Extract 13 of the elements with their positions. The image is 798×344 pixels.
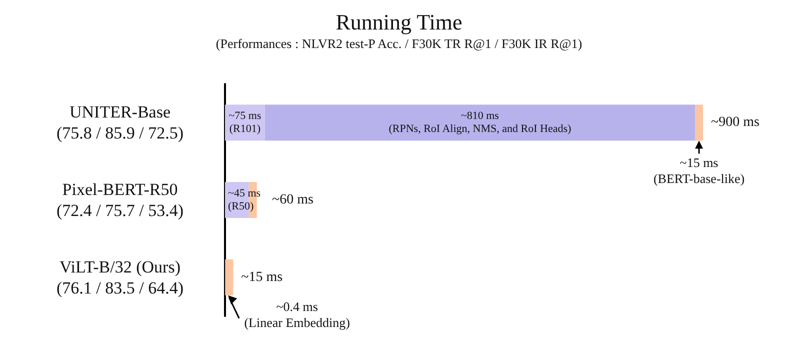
annotation: ~15 ms (BERT-base-like) — [653, 155, 745, 186]
y-tick-label: Pixel-BERT-R50 (72.4 / 75.7 / 53.4) — [56, 180, 184, 220]
chart-subtitle: (Performances : NLVR2 test-P Acc. / F30K TR R@1 / F30K IR R@1) — [216, 36, 582, 51]
total-label: ~60 ms — [272, 192, 314, 208]
total-label: ~15 ms — [241, 270, 283, 285]
chart-title: Running Time — [336, 10, 462, 34]
data-label: ~810 ms (RPNs, RoI Align, NMS, and RoI Heads) — [388, 110, 572, 136]
y-tick-label: ViLT-B/32 (Ours) (76.1 / 83.5 / 64.4) — [56, 257, 184, 298]
data-label: ~45 ms (R50) — [228, 188, 261, 212]
y-tick-label: UNITER-Base (75.8 / 85.9 / 72.5) — [56, 102, 184, 143]
data-label: ~75 ms (R101) — [228, 110, 262, 136]
annotation: ~0.4 ms (Linear Embedding) — [244, 298, 350, 330]
total-label: ~900 ms — [711, 115, 760, 130]
